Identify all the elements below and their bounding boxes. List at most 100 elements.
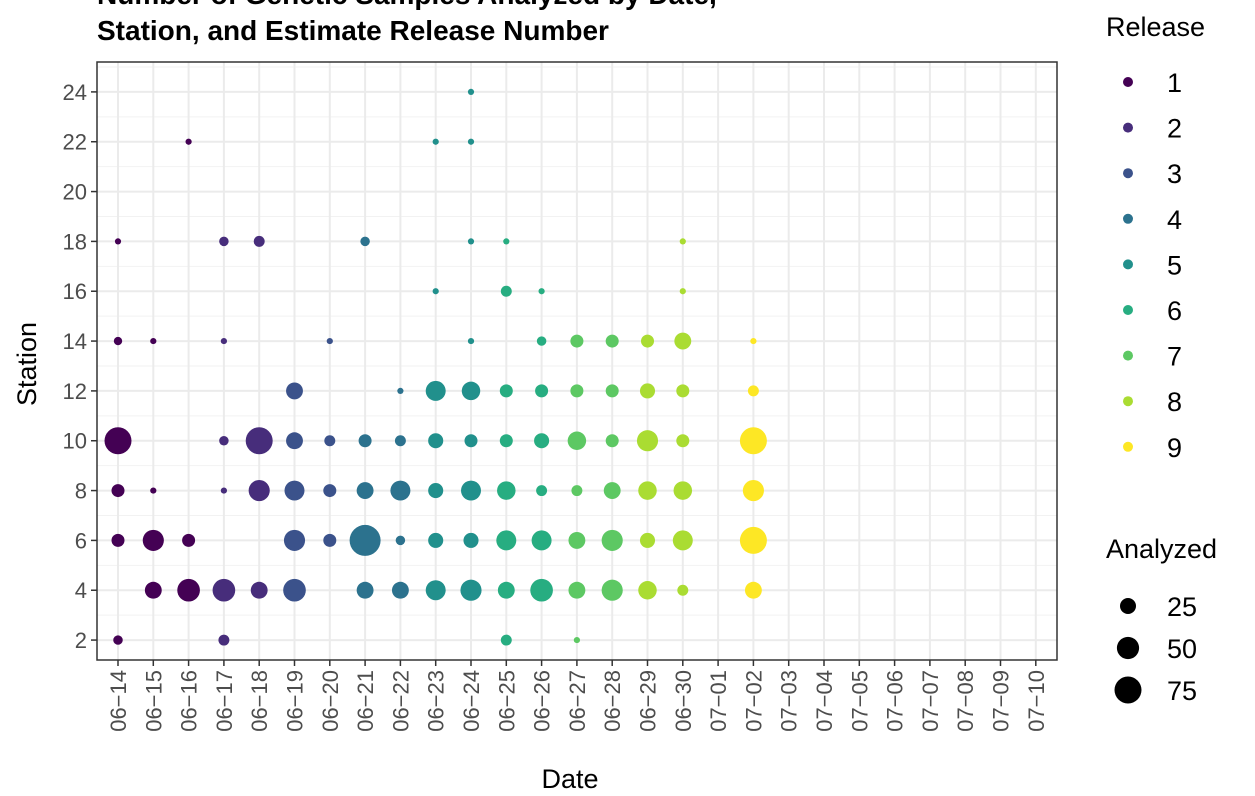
release-legend-label: 7 xyxy=(1167,342,1182,372)
chart-title-line-1: Number of Genetic Samples Analyzed by Da… xyxy=(97,0,717,10)
x-tick-label: 07−02 xyxy=(741,670,766,732)
x-tick-label: 06−19 xyxy=(283,670,308,732)
release-legend-label: 1 xyxy=(1167,68,1182,98)
data-point xyxy=(397,387,404,394)
x-tick-label: 07−08 xyxy=(953,670,978,732)
x-tick-label: 06−17 xyxy=(212,670,237,732)
data-point xyxy=(534,433,550,449)
x-tick-label: 07−10 xyxy=(1024,670,1049,732)
data-point xyxy=(744,581,762,599)
data-point xyxy=(601,529,623,551)
release-legend-label: 6 xyxy=(1167,296,1182,326)
data-point xyxy=(679,288,686,295)
chart-title-line-2: Station, and Estimate Release Number xyxy=(97,15,609,46)
data-point xyxy=(425,380,446,401)
data-point xyxy=(605,384,619,398)
y-tick-label: 4 xyxy=(75,578,87,603)
data-point xyxy=(253,235,265,247)
data-point xyxy=(113,635,123,645)
x-tick-label: 06−15 xyxy=(141,670,166,732)
data-point xyxy=(638,580,657,600)
x-tick-label: 07−05 xyxy=(847,670,872,732)
data-point xyxy=(326,337,333,345)
data-point xyxy=(531,530,552,551)
data-point xyxy=(142,529,164,551)
data-point xyxy=(530,578,553,602)
y-axis-title: Station xyxy=(12,322,42,406)
release-legend-key xyxy=(1123,122,1133,133)
release-legend-title: Release xyxy=(1106,12,1205,42)
data-point xyxy=(428,532,444,548)
data-point xyxy=(497,581,515,599)
data-point xyxy=(497,481,516,500)
analyzed-legend-label: 25 xyxy=(1167,592,1197,622)
data-point xyxy=(391,581,409,599)
data-point xyxy=(245,427,273,455)
data-point xyxy=(750,337,757,345)
data-point xyxy=(104,427,132,455)
data-point xyxy=(150,487,157,494)
x-tick-label: 07−09 xyxy=(989,670,1014,732)
x-tick-label: 06−14 xyxy=(106,670,131,732)
release-legend-key xyxy=(1123,213,1133,224)
data-point xyxy=(496,530,517,551)
data-point xyxy=(432,288,439,295)
data-point xyxy=(111,533,125,547)
data-point xyxy=(461,480,481,501)
y-tick-label: 16 xyxy=(63,279,87,304)
release-legend-key xyxy=(1123,396,1133,407)
data-point xyxy=(672,530,693,551)
data-point xyxy=(428,483,444,499)
data-point xyxy=(674,332,692,350)
data-point xyxy=(676,384,690,398)
x-tick-label: 07−03 xyxy=(777,670,802,732)
data-point xyxy=(283,529,306,551)
data-point xyxy=(499,384,513,398)
data-point xyxy=(467,138,475,145)
data-point xyxy=(676,434,690,448)
data-point xyxy=(467,238,475,245)
data-point xyxy=(536,485,548,497)
data-point xyxy=(356,581,374,599)
data-point xyxy=(286,382,303,400)
x-tick-label: 06−25 xyxy=(494,670,519,732)
x-tick-label: 07−04 xyxy=(812,670,837,732)
x-axis-title: Date xyxy=(541,764,598,794)
data-point xyxy=(570,334,584,348)
analyzed-legend-key xyxy=(1116,636,1140,660)
data-point xyxy=(395,535,406,546)
data-point xyxy=(250,581,268,599)
y-tick-label: 14 xyxy=(63,329,87,354)
release-legend-label: 3 xyxy=(1167,159,1182,189)
data-point xyxy=(113,336,123,346)
data-point xyxy=(220,337,227,345)
data-point xyxy=(639,383,656,399)
release-legend-key xyxy=(1123,77,1133,87)
x-tick-label: 06−23 xyxy=(424,670,449,732)
release-legend-label: 2 xyxy=(1167,114,1182,144)
y-tick-label: 2 xyxy=(75,628,87,653)
data-point xyxy=(570,384,584,398)
data-point xyxy=(394,435,406,447)
data-point xyxy=(677,584,689,596)
data-point xyxy=(535,384,549,398)
data-point xyxy=(248,480,270,502)
data-point xyxy=(638,481,657,500)
analyzed-legend: Analyzed 25 50 75 xyxy=(1106,534,1217,706)
analyzed-legend-label: 50 xyxy=(1167,634,1197,664)
data-point xyxy=(538,288,545,295)
data-point xyxy=(218,634,230,646)
y-tick-label: 20 xyxy=(63,180,87,205)
data-point xyxy=(500,285,512,297)
data-point xyxy=(182,533,196,547)
y-tick-label: 22 xyxy=(63,130,87,155)
data-point xyxy=(467,337,475,345)
data-point xyxy=(185,138,192,145)
data-point xyxy=(573,636,580,644)
data-point xyxy=(641,334,654,348)
data-point xyxy=(679,238,686,245)
x-tick-label: 06−29 xyxy=(636,670,661,732)
x-tick-label: 06−30 xyxy=(671,670,696,732)
x-tick-label: 06−16 xyxy=(177,670,202,732)
